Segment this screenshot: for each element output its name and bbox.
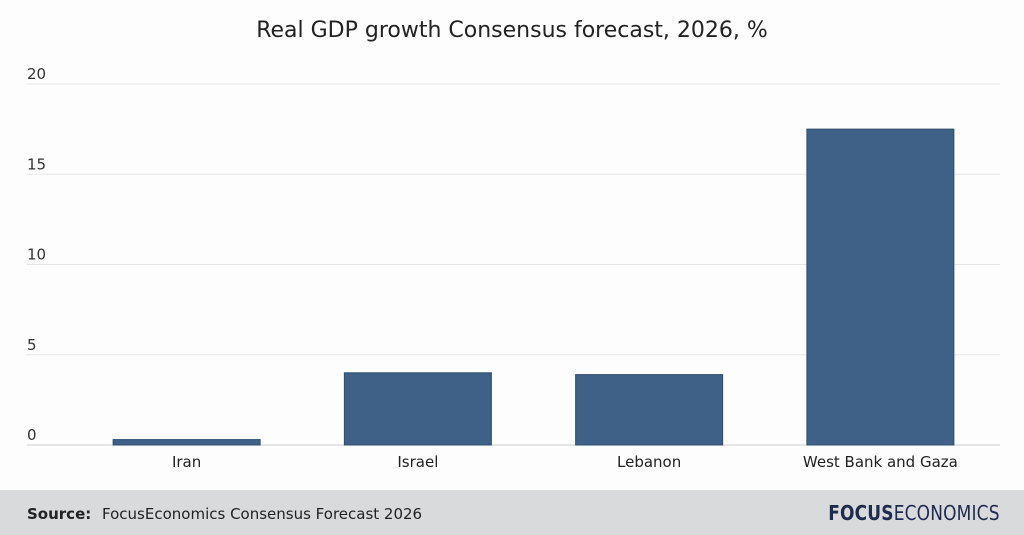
bar-lebanon — [575, 374, 724, 446]
source-text: FocusEconomics Consensus Forecast 2026 — [102, 505, 423, 523]
footer: Source: FocusEconomics Consensus Forecas… — [0, 490, 1024, 535]
x-tick-label: Lebanon — [617, 453, 681, 471]
source-label: Source: — [27, 505, 92, 523]
y-tick-label: 10 — [27, 246, 46, 264]
x-tick-label: Iran — [172, 453, 201, 471]
focuseconomics-logo: FOCUSECONOMICS — [828, 501, 1000, 525]
bars — [112, 128, 955, 446]
y-tick-label: 15 — [27, 155, 46, 173]
y-axis-ticks: 0 5 10 15 20 — [27, 65, 46, 444]
bar-israel — [343, 372, 492, 446]
x-tick-label: Israel — [397, 453, 438, 471]
y-tick-label: 5 — [27, 336, 37, 354]
source-note: Source: FocusEconomics Consensus Forecas… — [27, 505, 422, 523]
y-tick-label: 0 — [27, 426, 37, 444]
bar-west-bank-and-gaza — [806, 128, 955, 446]
x-tick-label: West Bank and Gaza — [803, 453, 958, 471]
chart-title: Real GDP growth Consensus forecast, 2026… — [256, 18, 768, 43]
x-axis-ticks: Iran Israel Lebanon West Bank and Gaza — [172, 453, 958, 471]
bar-iran — [112, 439, 261, 446]
bar-chart: 0 5 10 15 20 Iran Israel Lebanon West Bank and … — [27, 65, 1000, 471]
y-tick-label: 20 — [27, 65, 46, 83]
